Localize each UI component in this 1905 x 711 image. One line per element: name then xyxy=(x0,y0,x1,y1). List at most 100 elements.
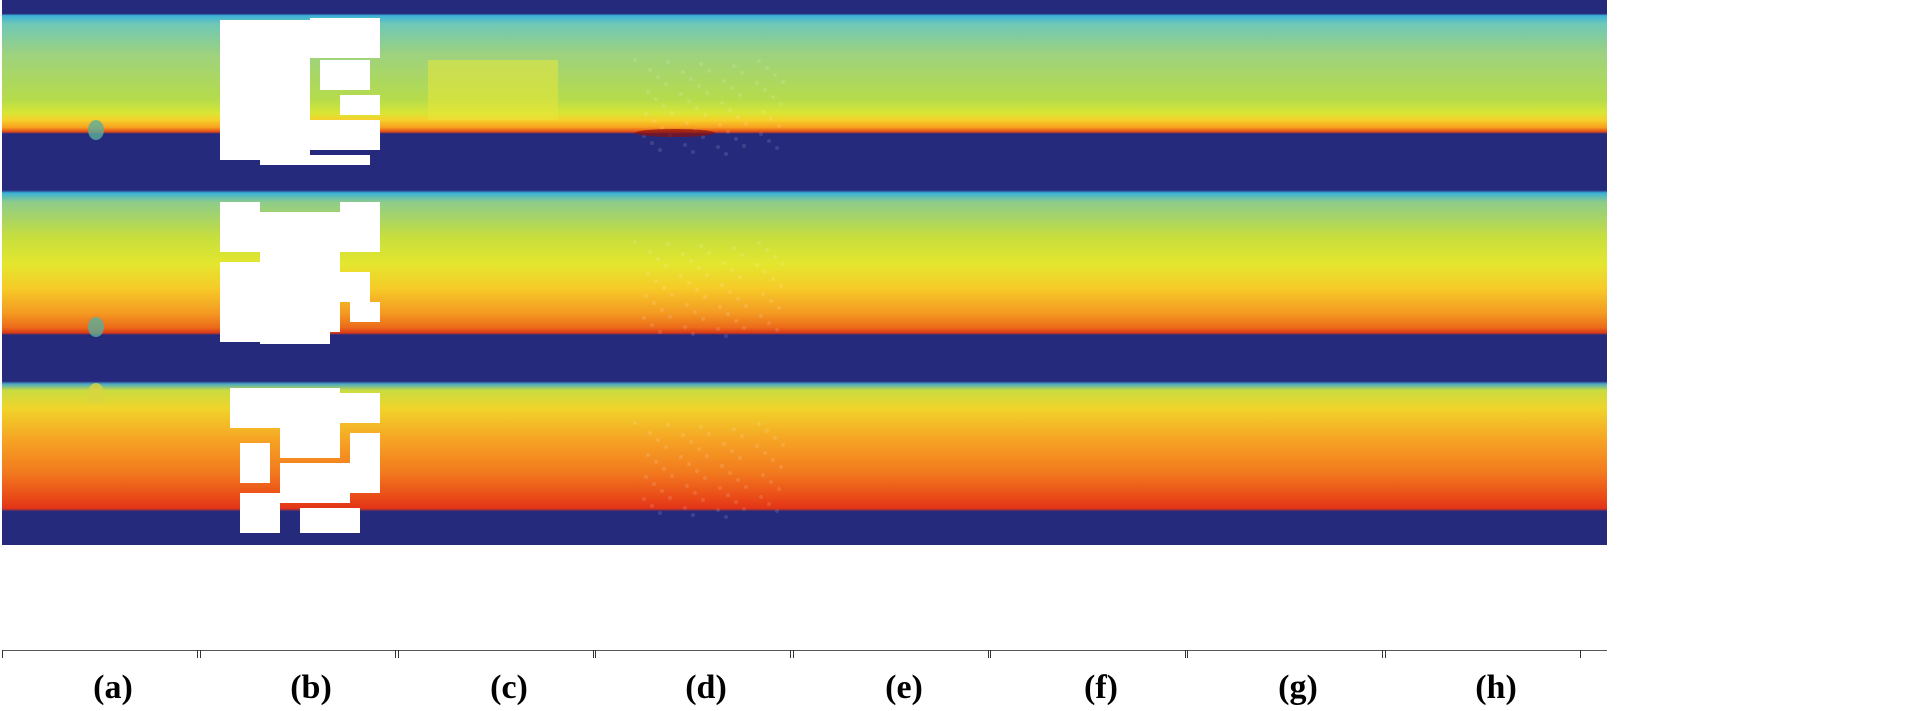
heatmap-field xyxy=(1187,0,1409,182)
heatmap-image xyxy=(990,363,1212,545)
heatmap-image xyxy=(200,363,422,545)
heatmap-field xyxy=(793,363,1015,545)
mask-region xyxy=(260,155,370,165)
heatmap-field xyxy=(2,0,224,182)
heatmap-panel-e-2 xyxy=(793,182,1015,364)
axis-tick xyxy=(200,650,201,658)
heatmap-image xyxy=(1187,363,1409,545)
panel-caption: (b) xyxy=(290,669,332,706)
heatmap-panel-b-2 xyxy=(200,182,422,364)
mask-region xyxy=(320,60,370,90)
panel-caption: (g) xyxy=(1278,669,1318,706)
heatmap-image xyxy=(793,182,1015,364)
mask-region xyxy=(350,433,380,493)
mask-region xyxy=(300,120,380,150)
heatmap-image xyxy=(1187,182,1409,364)
axis-line xyxy=(1187,650,1409,664)
heatmap-image xyxy=(1385,182,1607,364)
axis-tick xyxy=(2,650,3,658)
axis-tick xyxy=(1385,650,1386,658)
heatmap-panel-d-2 xyxy=(595,182,817,364)
heatmap-panel-h-3 xyxy=(1385,363,1607,545)
axis-tick xyxy=(1580,650,1581,658)
axis-tick xyxy=(1382,650,1383,658)
heatmap-field xyxy=(990,0,1212,182)
heatmap-panel-g-3 xyxy=(1187,363,1409,545)
heatmap-field xyxy=(990,363,1212,545)
heatmap-panel-a-1 xyxy=(2,0,224,182)
mask-region xyxy=(260,212,340,332)
heatmap-field xyxy=(793,0,1015,182)
heatmap-image xyxy=(595,0,817,182)
mask-region xyxy=(220,202,260,252)
mask-region xyxy=(340,95,380,115)
mask-region xyxy=(230,388,280,428)
axis-tick xyxy=(197,650,198,658)
mask-region xyxy=(280,388,340,458)
dark-streak xyxy=(635,129,715,137)
caption-label: g xyxy=(1289,669,1307,706)
heatmap-image xyxy=(1385,363,1607,545)
column-b: (b) xyxy=(200,0,422,711)
heatmap-panel-b-3 xyxy=(200,363,422,545)
axis-line xyxy=(990,650,1212,664)
caption-label: a xyxy=(104,669,122,706)
panel-caption: (f) xyxy=(1084,669,1118,706)
defect-spot xyxy=(88,383,104,403)
heatmap-panel-g-1 xyxy=(1187,0,1409,182)
axis-tick xyxy=(593,650,594,658)
heatmap-image xyxy=(595,363,817,545)
heatmap-image xyxy=(2,182,224,364)
axis-tick xyxy=(990,650,991,658)
axis-line xyxy=(793,650,1015,664)
heatmap-panel-c-3 xyxy=(398,363,620,545)
heatmap-image xyxy=(793,363,1015,545)
heatmap-panel-a-2 xyxy=(2,182,224,364)
mask-region xyxy=(220,262,260,342)
heatmap-field xyxy=(398,363,620,545)
heatmap-field xyxy=(595,363,817,545)
heatmap-panel-e-1 xyxy=(793,0,1015,182)
heatmap-image xyxy=(200,182,422,364)
inpainted-patch xyxy=(428,60,558,120)
mask-region xyxy=(240,443,270,483)
mask-region xyxy=(220,20,310,160)
panel-caption: (a) xyxy=(93,669,133,706)
caption-label: f xyxy=(1095,669,1107,706)
heatmap-field xyxy=(1385,182,1607,364)
heatmap-panel-d-1 xyxy=(595,0,817,182)
column-g: (g) xyxy=(1187,0,1409,711)
caption-label: h xyxy=(1486,669,1506,706)
heatmap-image xyxy=(793,0,1015,182)
heatmap-field xyxy=(2,363,224,545)
column-a: (a) xyxy=(2,0,224,711)
panel-caption: (e) xyxy=(885,669,923,706)
caption-label: d xyxy=(696,669,716,706)
heatmap-panel-h-2 xyxy=(1385,182,1607,364)
axis-tick xyxy=(395,650,396,658)
axis-line xyxy=(398,650,620,664)
caption-label: e xyxy=(896,669,912,706)
heatmap-image xyxy=(1187,0,1409,182)
axis-tick xyxy=(1187,650,1188,658)
axis-line xyxy=(200,650,422,664)
axis-tick xyxy=(790,650,791,658)
heatmap-panel-a-3 xyxy=(2,363,224,545)
column-f: (f) xyxy=(990,0,1212,711)
heatmap-panel-b-1 xyxy=(200,0,422,182)
axis-line xyxy=(595,650,817,664)
axis-line xyxy=(2,650,224,664)
mask-region xyxy=(240,493,280,533)
heatmap-image xyxy=(2,363,224,545)
column-e: (e) xyxy=(793,0,1015,711)
heatmap-image xyxy=(398,363,620,545)
mask-region xyxy=(260,332,330,344)
column-d: (d) xyxy=(595,0,817,711)
heatmap-image xyxy=(2,0,224,182)
heatmap-field xyxy=(793,182,1015,364)
axis-tick xyxy=(793,650,794,658)
heatmap-field xyxy=(1187,363,1409,545)
panel-caption: (h) xyxy=(1475,669,1517,706)
heatmap-panel-f-3 xyxy=(990,363,1212,545)
mask-region xyxy=(330,272,370,302)
